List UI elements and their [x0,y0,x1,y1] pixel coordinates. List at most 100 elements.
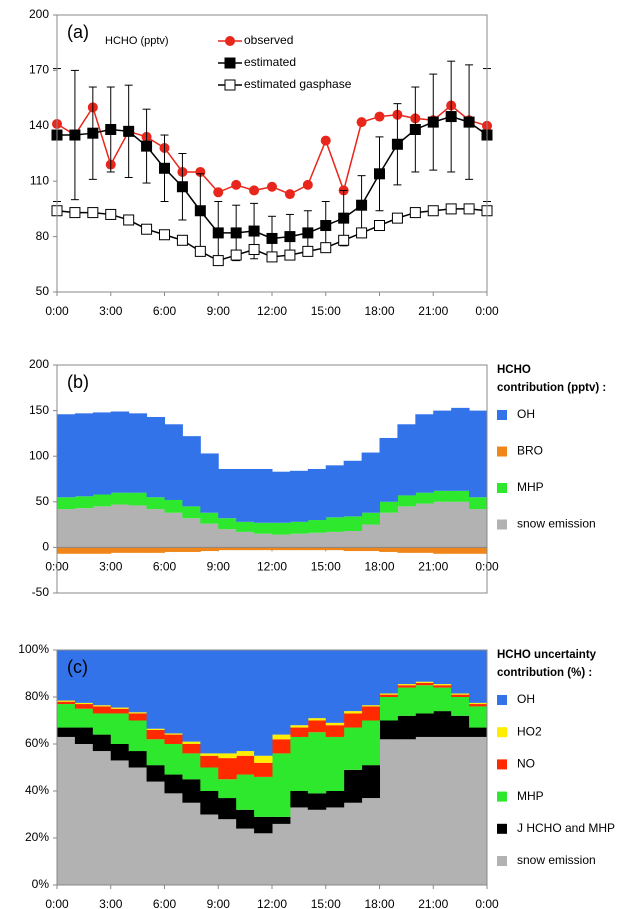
marker [195,166,206,177]
legend-title: contribution (%) : [497,667,592,679]
bar-segment [182,741,201,744]
x-tick-label: 21:00 [418,304,448,318]
bar-segment [57,736,76,885]
bar-segment [110,504,130,548]
bar-segment [415,503,434,548]
marker [212,227,224,239]
bar-segment [379,512,398,548]
x-tick-label: 12:00 [257,560,287,574]
bar-segment [164,733,183,735]
bar-segment [236,521,255,532]
marker [356,227,368,239]
y-tick-label: 0 [42,540,49,554]
marker [284,231,296,243]
bar-segment [200,547,219,552]
bar-segment [343,711,363,714]
bar-segment [433,410,452,491]
bar-segment [164,650,183,734]
bar-segment [469,509,488,548]
bar-segment [307,547,327,551]
bar-segment [254,468,273,523]
bar-segment [110,650,130,708]
bar-segment [415,736,434,885]
marker [87,127,99,139]
legend-swatch [497,410,507,420]
marker [266,251,278,263]
bar-segment [182,518,201,548]
bar-segment [146,509,165,548]
bar-segment [254,762,273,777]
bar-segment [325,547,345,551]
marker [266,232,278,244]
x-tick-label: 9:00 [207,304,231,318]
bar-segment [110,411,130,493]
bar-segment [343,547,363,552]
x-tick-label: 0:00 [45,897,69,909]
bar-segment [397,506,416,548]
marker [463,203,475,215]
bar-segment [236,755,255,775]
bar-segment [128,712,148,714]
bar-segment [236,650,255,752]
bar-segment [92,706,112,714]
bar-segment [92,751,112,885]
bar-segment [289,727,309,737]
bar-segment [379,650,398,694]
bar-segment [182,802,201,885]
marker [445,111,457,123]
bar-segment [74,702,94,705]
marker [123,214,135,226]
bar-segment [397,687,416,716]
bar-segment [307,532,327,548]
marker [141,223,153,235]
marker [248,225,260,237]
legend-title: contribution (pptv) : [497,382,606,394]
bar-segment [451,715,470,737]
bar-segment [397,650,416,685]
bar-segment [325,650,345,723]
bar-segment [361,706,380,721]
bar-segment [379,437,398,502]
bar-segment [415,713,434,737]
panel-label: (c) [67,657,88,677]
legend-label: snow emission [517,853,596,867]
plot-frame [56,14,488,293]
bar-segment [146,729,165,740]
bar-segment [325,725,345,737]
legend-marker [225,36,235,46]
bar-segment [272,534,291,548]
y-tick-label: 80% [25,689,49,703]
y-tick-label: 140 [29,118,49,132]
bar-segment [182,436,201,507]
marker [159,229,170,241]
bar-segment [200,755,219,768]
bar-segment [218,547,237,551]
bar-segment [289,547,309,551]
bar-segment [92,547,112,554]
bar-segment [110,492,130,505]
legend-label: HO2 [517,724,542,738]
bar-segment [92,713,112,735]
legend-label: BRO [517,444,543,458]
bar-segment [57,547,76,554]
bar-segment [146,650,165,729]
bar-segment [200,791,219,815]
bar-segment [415,682,434,686]
marker [105,123,117,135]
bar-segment [182,547,201,552]
x-tick-label: 12:00 [257,304,287,318]
marker [284,189,295,200]
bar-segment [146,781,165,885]
bar-segment [57,700,76,702]
bar-segment [361,512,380,525]
bar-segment [451,736,470,885]
bar-segment [218,819,237,885]
bar-segment [254,522,273,534]
bar-segment [110,713,130,744]
bar-segment [128,650,148,713]
legend-label: estimated gasphase [244,77,352,91]
bar-segment [397,495,416,507]
bar-segment [289,791,309,808]
